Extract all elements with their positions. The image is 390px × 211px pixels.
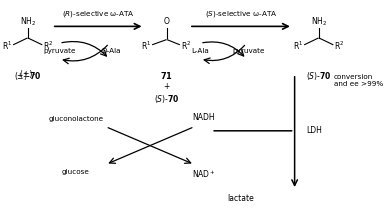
Text: NAD$^+$: NAD$^+$: [192, 169, 216, 180]
Text: lactate: lactate: [227, 194, 254, 203]
Text: ($S$)-$\mathbf{70}$: ($S$)-$\mathbf{70}$: [154, 93, 179, 105]
Text: conversion
and ee >99%: conversion and ee >99%: [333, 74, 383, 87]
Text: ($R$)-selective ω-ATA: ($R$)-selective ω-ATA: [62, 9, 135, 19]
Text: R$^2$: R$^2$: [181, 39, 191, 52]
Text: ($S$)-$\mathbf{70}$: ($S$)-$\mathbf{70}$: [306, 70, 332, 82]
Text: pyruvate: pyruvate: [43, 48, 75, 54]
Text: R$^2$: R$^2$: [334, 39, 344, 52]
Text: R$^2$: R$^2$: [43, 39, 53, 52]
Text: $\mathbf{71}$: $\mathbf{71}$: [160, 70, 173, 81]
Text: (±)-​​: (±)-​​: [20, 70, 35, 79]
Text: R$^1$: R$^1$: [293, 39, 303, 52]
Text: gluconolactone: gluconolactone: [48, 116, 103, 122]
Text: R$^1$: R$^1$: [2, 39, 12, 52]
Text: R$^1$: R$^1$: [141, 39, 151, 52]
Text: (±)-$\mathbf{70}$: (±)-$\mathbf{70}$: [14, 70, 41, 82]
Text: ($S$)-selective ω-ATA: ($S$)-selective ω-ATA: [205, 9, 277, 19]
Text: pyruvate: pyruvate: [232, 48, 264, 54]
Text: NH$_2$: NH$_2$: [20, 15, 36, 28]
Text: +: +: [163, 82, 170, 91]
Text: glucose: glucose: [62, 169, 90, 175]
Text: NADH: NADH: [193, 113, 215, 122]
Text: O: O: [164, 17, 170, 26]
Text: LDH: LDH: [306, 126, 322, 135]
Text: NH$_2$: NH$_2$: [311, 15, 327, 28]
Text: D-Ala: D-Ala: [101, 48, 121, 54]
Text: L-Ala: L-Ala: [191, 48, 209, 54]
